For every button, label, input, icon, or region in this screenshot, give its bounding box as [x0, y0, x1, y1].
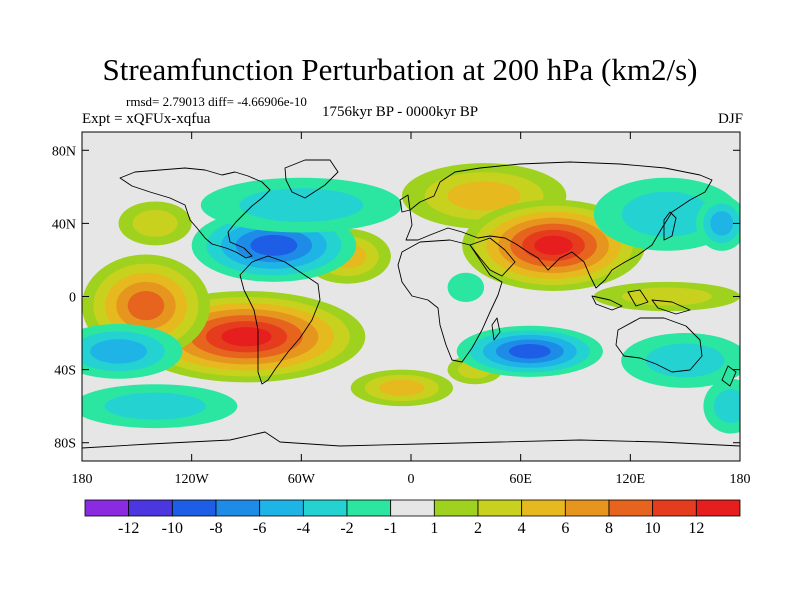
anomaly-5-contour-2	[447, 181, 521, 211]
colorbar-label: 8	[605, 520, 613, 537]
coast-indonesia	[591, 289, 691, 315]
colorbar-label: -8	[209, 520, 222, 537]
colorbar-label: -1	[384, 520, 397, 537]
colorbar: -12 -10 -8 -6 -4 -2 -1 1 2 4 6 8 10 12	[84, 499, 741, 537]
coast-antarctica	[82, 431, 740, 449]
anomaly-3-contour-1	[132, 209, 178, 237]
anomaly-9-contour-4	[250, 234, 298, 256]
colorbar-box	[477, 499, 523, 517]
lat-tick-label: 0	[69, 291, 76, 306]
lon-tick-label: 180	[72, 472, 93, 487]
colorbar-box	[433, 499, 479, 517]
colorbar-box	[564, 499, 610, 517]
coast-eurasia	[405, 161, 713, 289]
lon-tick-label: 180	[730, 472, 751, 487]
coast-greenland	[284, 159, 339, 199]
colorbar-box	[259, 499, 304, 517]
colorbar-label: -10	[162, 520, 183, 537]
map-ticks: 80N 40N 0 40S 80S 180 120W 60W 0 60E 120E 180	[52, 132, 751, 487]
season-label: DJF	[717, 111, 743, 127]
anomaly-0-contour-6	[221, 327, 272, 347]
coast-japan	[663, 211, 677, 241]
coast-south-america	[239, 255, 321, 385]
lat-tick-label: 80S	[54, 437, 76, 452]
period-label: 1756kyr BP - 0000kyr BP	[322, 104, 479, 120]
coast-british-isles	[399, 194, 411, 213]
anomaly-1-contour-4	[127, 291, 165, 321]
lon-tick-label: 60E	[509, 472, 532, 487]
anomaly-15-contour-2	[710, 211, 734, 236]
colorbar-label: 12	[688, 520, 704, 537]
anomaly-14-contour-1	[621, 191, 712, 237]
colorbar-box	[652, 499, 697, 517]
colorbar-label: 1	[430, 520, 438, 537]
lon-tick-label: 0	[408, 472, 415, 487]
anomaly-10-contour-2	[90, 339, 147, 364]
coast-north-america	[119, 167, 271, 259]
lon-tick-label: 120E	[616, 472, 646, 487]
colorbar-label: 4	[518, 520, 526, 537]
lon-tick-label: 60W	[288, 472, 316, 487]
stats-line: rmsd= 2.79013 diff= -4.66906e-10	[126, 94, 307, 109]
map-title: Streamfunction Perturbation at 200 hPa (…	[102, 52, 698, 87]
colorbar-label: 10	[645, 520, 661, 537]
colorbar-label: 2	[474, 520, 482, 537]
anomaly-16-contour-1	[645, 343, 725, 378]
anomaly-field	[82, 163, 740, 434]
anomaly-17-contour-1	[713, 389, 740, 424]
anomaly-7-contour-1	[621, 287, 712, 306]
colorbar-box	[215, 499, 261, 517]
colorbar-box	[84, 499, 130, 517]
lat-tick-label: 80N	[52, 144, 76, 159]
coast-australia	[615, 317, 703, 373]
anomaly-13-contour-4	[508, 344, 551, 359]
colorbar-label: -6	[253, 520, 266, 537]
colorbar-box	[608, 499, 654, 517]
lat-tick-label: 40S	[54, 364, 76, 379]
colorbar-box	[171, 499, 217, 517]
colorbar-box	[695, 499, 741, 517]
colorbar-box	[521, 499, 566, 517]
coast-arabia	[469, 237, 516, 277]
colorbar-box	[302, 499, 348, 517]
coast-madagascar	[491, 317, 501, 341]
colorbar-box	[390, 499, 435, 517]
coastlines	[82, 159, 740, 449]
anomaly-6-contour-6	[534, 235, 573, 255]
anomaly-18-contour-0	[447, 272, 485, 302]
anomaly-12-contour-1	[239, 188, 364, 222]
anomaly-11-contour-1	[104, 392, 206, 420]
experiment-label: Expt = xQFUx-xqfua	[82, 111, 211, 127]
anomaly-2-contour-2	[379, 379, 425, 397]
colorbar-label: -12	[118, 520, 139, 537]
colorbar-label: 6	[561, 520, 569, 537]
lon-tick-label: 120W	[175, 472, 210, 487]
lat-tick-label: 40N	[52, 217, 76, 232]
colorbar-label: -2	[340, 520, 353, 537]
colorbar-label: -4	[297, 520, 310, 537]
colorbar-box	[346, 499, 392, 517]
colorbar-box	[128, 499, 173, 517]
